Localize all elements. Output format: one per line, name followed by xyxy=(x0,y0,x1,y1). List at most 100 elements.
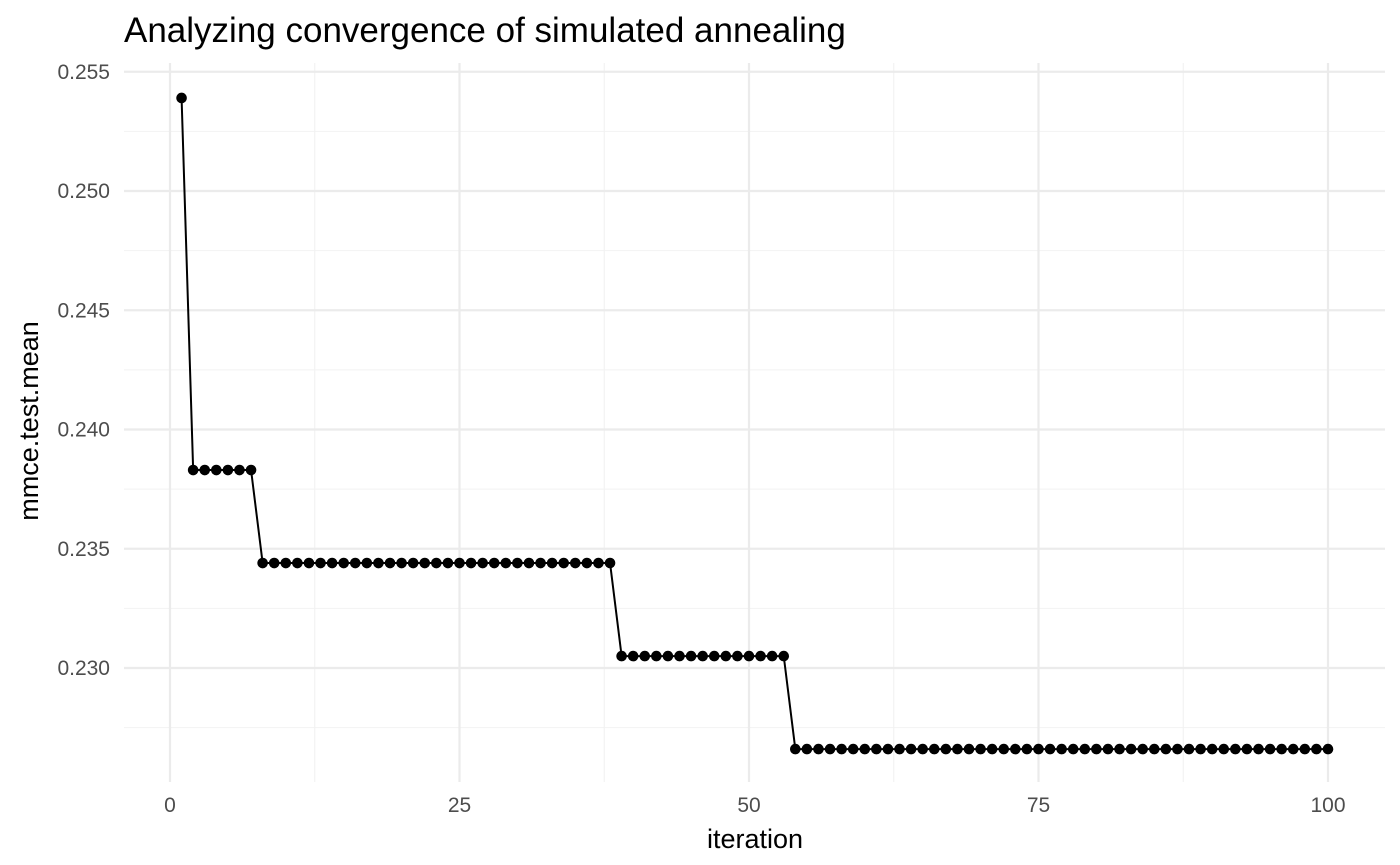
data-point xyxy=(315,557,326,569)
data-point xyxy=(1033,743,1044,755)
data-point xyxy=(1137,743,1149,755)
data-point xyxy=(280,557,292,569)
data-point xyxy=(512,557,523,569)
data-point xyxy=(755,650,766,662)
data-point xyxy=(303,557,315,569)
data-point xyxy=(176,92,187,104)
data-point xyxy=(1195,743,1206,755)
data-point xyxy=(535,557,546,569)
data-point xyxy=(836,743,847,755)
data-point xyxy=(1218,743,1230,755)
major-gridlines xyxy=(124,63,1385,782)
data-point xyxy=(627,650,639,662)
data-point xyxy=(1010,743,1021,755)
data-point xyxy=(222,464,234,476)
x-tick-label: 100 xyxy=(1310,794,1345,817)
data-point xyxy=(500,557,512,569)
data-point xyxy=(882,743,894,755)
data-point xyxy=(1264,743,1276,755)
data-point xyxy=(361,557,373,569)
data-point xyxy=(1287,743,1299,755)
data-point xyxy=(905,743,917,755)
data-point xyxy=(419,557,431,569)
data-point xyxy=(685,650,697,662)
series-layer xyxy=(176,92,1334,755)
data-point xyxy=(847,743,859,755)
data-point xyxy=(245,464,257,476)
data-point xyxy=(1322,743,1334,755)
y-tick-label: 0.250 xyxy=(57,180,110,203)
x-tick-label: 75 xyxy=(1027,794,1050,817)
data-point xyxy=(708,650,720,662)
data-point xyxy=(871,743,882,755)
data-point xyxy=(338,557,350,569)
data-point xyxy=(1091,743,1102,755)
data-point xyxy=(187,464,199,476)
data-point xyxy=(1206,743,1218,755)
data-point xyxy=(697,650,708,662)
data-point xyxy=(234,464,245,476)
data-point xyxy=(546,557,558,569)
data-point xyxy=(975,743,986,755)
data-point xyxy=(1079,743,1091,755)
data-point xyxy=(662,650,674,662)
data-point xyxy=(1253,743,1264,755)
data-point xyxy=(859,743,871,755)
series-line xyxy=(180,97,1328,751)
y-axis-title: mmce.test.mean xyxy=(14,321,44,521)
data-point xyxy=(349,557,361,569)
y-tick-label: 0.240 xyxy=(57,419,110,442)
data-point xyxy=(824,743,836,755)
data-point xyxy=(407,557,419,569)
data-point xyxy=(477,557,488,569)
data-point xyxy=(732,650,743,662)
data-point xyxy=(639,650,651,662)
data-point xyxy=(998,743,1010,755)
x-tick-label: 0 xyxy=(164,794,176,817)
data-point xyxy=(1172,743,1183,755)
data-point xyxy=(1183,743,1195,755)
data-point xyxy=(326,557,338,569)
y-tick-label: 0.230 xyxy=(57,657,110,680)
x-axis-title: iteration xyxy=(707,824,803,854)
data-point xyxy=(199,464,211,476)
data-point xyxy=(373,557,384,569)
data-point xyxy=(1276,743,1287,755)
data-point xyxy=(616,650,627,662)
data-point xyxy=(1241,743,1253,755)
data-point xyxy=(1102,743,1114,755)
x-tick-label: 25 xyxy=(448,794,471,817)
data-point xyxy=(1056,743,1067,755)
data-point xyxy=(986,743,998,755)
data-point xyxy=(581,557,593,569)
data-point xyxy=(465,557,477,569)
data-point xyxy=(384,557,396,569)
y-tick-label: 0.255 xyxy=(57,61,110,84)
data-point xyxy=(454,557,465,569)
data-point xyxy=(743,650,755,662)
data-point xyxy=(766,650,778,662)
data-point xyxy=(268,557,280,569)
data-point xyxy=(1160,743,1172,755)
data-point xyxy=(488,557,500,569)
data-point xyxy=(801,743,813,755)
data-point xyxy=(1067,743,1079,755)
data-point xyxy=(720,650,732,662)
data-point xyxy=(674,650,685,662)
data-point xyxy=(790,743,801,755)
data-point xyxy=(593,557,604,569)
x-axis-tick-labels: 0 25 50 75 100 xyxy=(164,794,1345,817)
data-point xyxy=(442,557,454,569)
data-point xyxy=(523,557,535,569)
y-tick-label: 0.245 xyxy=(57,299,110,322)
x-tick-label: 50 xyxy=(737,794,760,817)
data-point xyxy=(917,743,928,755)
chart-title: Analyzing convergence of simulated annea… xyxy=(124,11,846,50)
data-point xyxy=(1114,743,1125,755)
data-point xyxy=(1311,743,1322,755)
data-point xyxy=(558,557,570,569)
y-tick-label: 0.235 xyxy=(57,538,110,561)
data-point xyxy=(1230,743,1241,755)
data-point xyxy=(292,557,303,569)
